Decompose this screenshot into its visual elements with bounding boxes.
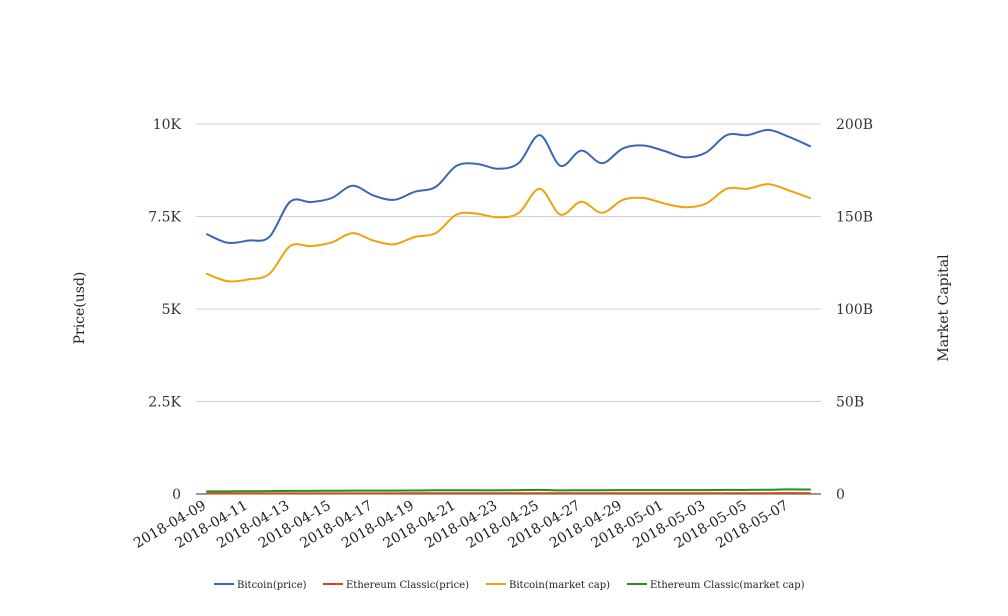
left-y-axis-ticks: 0 2.5K 5K 7.5K 10K xyxy=(148,117,181,503)
left-y-tick-label: 2.5K xyxy=(148,395,181,411)
right-y-tick-label: 50B xyxy=(836,395,864,411)
legend-item-bitcoin-price: Bitcoin(price) xyxy=(214,580,307,591)
left-y-axis-title: Price(usd) xyxy=(72,272,88,345)
legend-label: Ethereum Classic(price) xyxy=(346,580,469,591)
right-y-tick-label: 150B xyxy=(836,210,873,226)
series-line-ethereum-classic-market-cap xyxy=(206,488,811,493)
left-y-tick-label: 7.5K xyxy=(148,210,181,226)
left-y-tick-label: 10K xyxy=(153,117,182,133)
gridlines xyxy=(196,123,821,402)
legend: Bitcoin(price) Ethereum Classic(price) Bit… xyxy=(214,580,805,591)
right-y-axis-title: Market Capital xyxy=(936,254,952,362)
right-y-axis-ticks: 0 50B 100B 150B 200B xyxy=(836,117,873,503)
right-y-tick-label: 200B xyxy=(836,117,873,133)
legend-item-ethereum-classic-price: Ethereum Classic(price) xyxy=(323,580,469,591)
series-line-bitcoin-price xyxy=(206,128,811,245)
right-y-tick-label: 100B xyxy=(836,302,873,318)
legend-label: Bitcoin(price) xyxy=(237,580,307,591)
right-y-tick-label: 0 xyxy=(836,487,845,503)
legend-label: Bitcoin(market cap) xyxy=(509,580,610,591)
series-lines xyxy=(206,128,811,495)
legend-label: Ethereum Classic(market cap) xyxy=(650,580,805,591)
series-line-bitcoin-market-cap xyxy=(206,183,811,283)
x-axis-ticks: 2018-04-092018-04-112018-04-132018-04-15… xyxy=(131,498,791,552)
legend-item-ethereum-classic-market-cap: Ethereum Classic(market cap) xyxy=(627,580,805,591)
left-y-tick-label: 5K xyxy=(162,302,182,318)
left-y-tick-label: 0 xyxy=(172,487,181,503)
legend-item-bitcoin-market-cap: Bitcoin(market cap) xyxy=(486,580,610,591)
